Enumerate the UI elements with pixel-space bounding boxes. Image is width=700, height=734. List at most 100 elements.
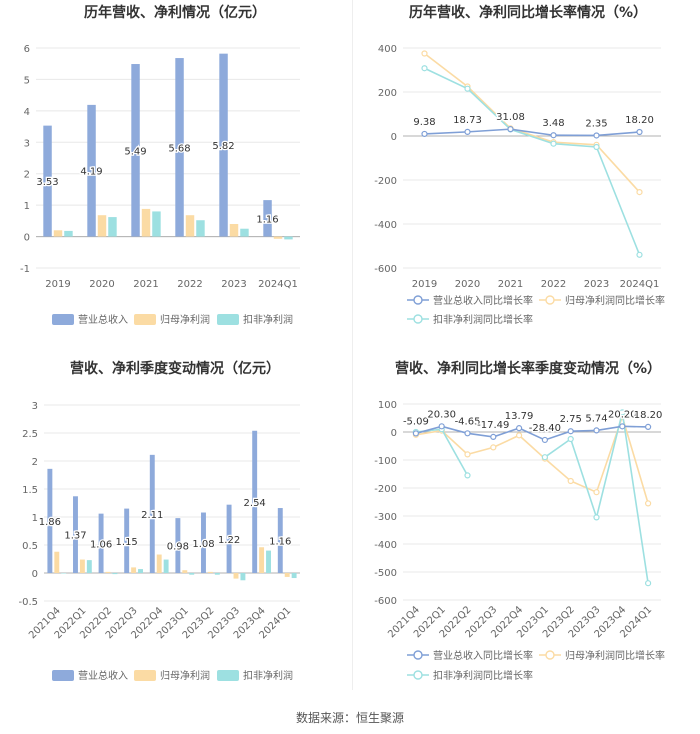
y-tick-label: 0 xyxy=(391,428,397,439)
point-value-label: 31.08 xyxy=(496,112,525,123)
series-line-deducted xyxy=(424,67,641,256)
point-value-label: -28.40 xyxy=(529,423,561,434)
point-value-label: -5.09 xyxy=(403,416,429,427)
quarterly-growth-line-chart: -600-500-400-300-200-10001002021Q42022Q1… xyxy=(374,400,665,682)
data-source: 数据来源：恒生聚源 xyxy=(295,711,404,725)
chart-title: 营收、净利季度变动情况（亿元） xyxy=(70,361,280,377)
y-tick-label: 5 xyxy=(24,75,30,86)
legend-swatch-revenue xyxy=(52,670,74,681)
bar-deducted xyxy=(284,236,293,240)
y-tick-label: 1 xyxy=(24,201,30,212)
series-point-revenue xyxy=(421,130,428,138)
legend-label: 扣非净利润同比增长率 xyxy=(433,313,533,326)
bar-deducted xyxy=(266,550,271,573)
bar-value-label: 1.37 xyxy=(64,531,86,542)
panel-divider xyxy=(352,0,353,690)
bar-netprofit xyxy=(97,215,107,237)
series-point-revenue xyxy=(438,423,445,430)
y-tick-label: 2 xyxy=(24,170,30,181)
bar-value-label: 0.98 xyxy=(167,542,189,553)
bar-deducted xyxy=(86,560,92,573)
bar-revenue xyxy=(175,518,181,573)
legend-swatch-deducted xyxy=(217,670,239,681)
bar-netprofit xyxy=(233,573,239,579)
legend-label: 营业总收入同比增长率 xyxy=(433,649,533,662)
bar-revenue xyxy=(226,504,232,573)
series-point-netprofit xyxy=(516,432,523,439)
chart-title: 营收、净利同比增长率季度变动情况（%） xyxy=(394,361,662,377)
bar-deducted xyxy=(112,573,118,575)
series-point-deducted xyxy=(464,85,471,92)
series-line-revenue xyxy=(415,425,649,441)
bar-value-label: 5.68 xyxy=(168,143,190,154)
point-value-label: 18.20 xyxy=(634,410,663,421)
x-tick-label: 2020 xyxy=(89,279,114,290)
y-tick-label: 100 xyxy=(378,400,397,411)
point-value-label: 9.38 xyxy=(413,117,435,128)
bar-value-label: 4.19 xyxy=(80,167,102,178)
bar-deducted xyxy=(214,573,220,575)
legend-swatch-deducted xyxy=(217,314,239,325)
series-line-netprofit xyxy=(424,52,641,193)
bar-netprofit xyxy=(182,570,188,573)
bar-revenue xyxy=(131,64,140,237)
annual-bar-chart: -1 0 1 2 3 4 5 6 2019 2020 2021 2022 2023 2024Q1 3.53 4… xyxy=(20,44,300,326)
series-point-revenue xyxy=(516,425,523,432)
x-tick-label: 2023 xyxy=(221,279,246,290)
y-tick-label: -0.5 xyxy=(18,597,38,608)
y-tick-label: -400 xyxy=(374,540,397,551)
bar-netprofit xyxy=(54,551,60,573)
y-tick-label: 0 xyxy=(32,569,38,580)
y-tick-label: -500 xyxy=(374,568,397,579)
y-tick-label: 0 xyxy=(24,233,30,244)
series-point-revenue xyxy=(619,423,626,430)
bar-netprofit xyxy=(284,573,290,577)
legend-label: 扣非净利润 xyxy=(243,669,293,682)
legend-swatch-revenue xyxy=(52,314,74,325)
bar-revenue xyxy=(219,53,228,237)
x-tick-label: 2024Q1 xyxy=(620,279,660,290)
bar-value-label: 5.49 xyxy=(124,146,146,157)
legend-marker-revenue xyxy=(413,295,423,305)
y-tick-label: 2.5 xyxy=(22,429,38,440)
bar-revenue xyxy=(47,468,53,573)
bar-deducted xyxy=(240,573,246,581)
series-point-deducted xyxy=(636,251,643,258)
x-tick-label: 2021 xyxy=(498,279,523,290)
legend-swatch-netprofit xyxy=(134,670,156,681)
chart-title: 历年营收、净利同比增长率情况（%） xyxy=(408,5,648,21)
bar-revenue xyxy=(263,200,272,237)
bar-revenue xyxy=(87,104,96,237)
bar-value-label: 1.16 xyxy=(256,214,278,225)
legend-label: 归母净利润同比增长率 xyxy=(565,649,665,662)
series-point-revenue xyxy=(507,126,514,133)
point-value-label: 20.30 xyxy=(427,409,456,420)
legend-label: 营业总收入 xyxy=(78,313,128,326)
bar-revenue xyxy=(252,430,258,573)
y-tick-label: 0 xyxy=(391,132,397,143)
series-point-deducted xyxy=(593,514,600,521)
bar-deducted xyxy=(61,573,67,574)
y-tick-label: 4 xyxy=(24,107,30,118)
point-value-label: 18.20 xyxy=(625,115,654,126)
point-value-label: 2.75 xyxy=(560,414,582,425)
bar-netprofit xyxy=(131,567,137,573)
y-tick-label: -100 xyxy=(374,456,397,467)
series-point-revenue xyxy=(567,428,574,435)
series-line-revenue xyxy=(424,128,640,137)
series-line-deducted xyxy=(415,428,469,476)
series-point-deducted xyxy=(619,409,626,416)
y-tick-label: 1 xyxy=(32,513,38,524)
bar-value-label: 2.11 xyxy=(141,510,163,521)
bar-netprofit xyxy=(229,224,239,237)
legend-label: 扣非净利润同比增长率 xyxy=(433,669,533,682)
legend-label: 营业总收入同比增长率 xyxy=(433,294,533,307)
series-point-netprofit xyxy=(636,189,643,196)
bar-revenue xyxy=(43,125,52,237)
y-tick-label: -400 xyxy=(374,220,397,231)
y-tick-label: -1 xyxy=(20,264,30,275)
x-tick-label: 2023 xyxy=(584,279,609,290)
y-tick-label: 6 xyxy=(24,44,30,55)
bar-netprofit xyxy=(156,554,162,573)
series-point-deducted xyxy=(593,143,600,151)
